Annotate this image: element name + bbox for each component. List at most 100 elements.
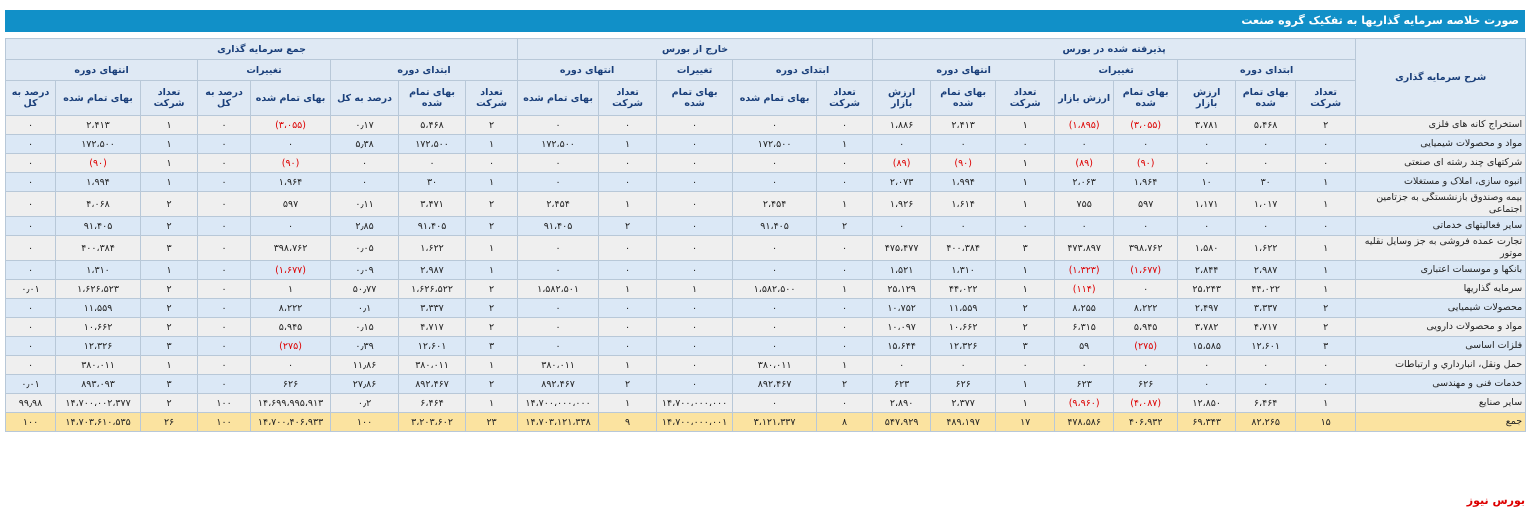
column-header: بهای تمام شده [1235,80,1297,116]
cell: ۰ [732,115,818,135]
cell: ۰ [4,153,57,173]
cell: ۱۰،۶۶۲ [55,317,142,337]
column-header: بهای تمام شده [250,80,332,116]
cell: ۱ [465,393,519,413]
cell: ۰ [732,153,818,173]
cell: ۱۷ [995,412,1056,432]
cell: ۱ [250,279,332,299]
cell: ۰ [816,153,874,173]
cell: ۳،۳۳۷ [1235,298,1297,318]
cell: ۲،۰۷۳ [872,172,932,192]
cell: ۱ [995,393,1056,413]
cell: ۵،۴۶۸ [1235,115,1297,135]
cell: ۱،۱۷۱ [1177,191,1237,217]
cell: ۳۸۰،۰۱۱ [55,355,142,375]
cell: ۰ [398,153,467,173]
cell: ۱ [995,260,1056,280]
cell: ۰ [1054,216,1115,236]
table-row: سرمایه گذاریها ۱ ۴۴،۰۲۲ ۲۵،۲۴۳ ۰ (۱۱۴) ۱ ۴۴،۰۲۲… [4,279,1527,299]
row-label: بانکها و موسسات اعتباری [1355,260,1527,280]
cell: ۲ [465,115,519,135]
cell: ۰ [4,191,57,217]
cell: ۱ [465,235,519,261]
cell: ۱۷۲،۵۰۰ [398,134,467,154]
cell: ۹۹٫۹۸ [4,393,57,413]
cell: ۴۷۵،۴۷۷ [872,235,932,261]
cell: ۱،۳۱۰ [55,260,142,280]
cell: ۳،۳۳۷ [398,298,467,318]
cell: ۲،۴۵۴ [517,191,600,217]
cell: ۱۴،۷۰۰،۰۰۰،۰۰۱ [656,412,734,432]
cell: ۳ [995,336,1056,356]
cell: ۱۴،۷۰۳،۶۱۰،۵۳۵ [55,412,142,432]
cell: ۳ [1295,336,1357,356]
subgroup-header: ابتدای دوره [1177,59,1357,81]
cell: ۱ [995,279,1056,299]
cell: ۶۲۶ [930,374,997,394]
cell: ۸،۲۵۵ [1054,298,1115,318]
cell: ۱،۹۶۴ [1113,172,1179,192]
cell: ۱۴،۶۹۹،۹۹۵،۹۱۳ [250,393,332,413]
cell: ۲ [465,279,519,299]
cell: ۱۲،۶۰۱ [398,336,467,356]
cell: ۱ [1295,260,1357,280]
cell: ۰ [872,355,932,375]
cell: ۰ [1113,279,1179,299]
cell: ۰ [197,336,252,356]
cell: ۰ [1054,355,1115,375]
cell: ۱ [465,260,519,280]
cell: ۲،۸۹۰ [872,393,932,413]
cell: ۴،۰۶۸ [55,191,142,217]
cell: ۲ [140,393,199,413]
cell: ۱،۶۲۶،۵۲۲ [398,279,467,299]
cell: ۵۹ [1054,336,1115,356]
cell: ۲ [1295,298,1357,318]
cell: ۶۲۳ [1054,374,1115,394]
column-header: تعداد شرکت [598,80,658,116]
cell: ۵۴۷،۹۲۹ [872,412,932,432]
cell: ۳،۲۰۳،۶۰۲ [398,412,467,432]
cell: ۰ [197,134,252,154]
cell: ۲ [465,317,519,337]
cell: ۰ [465,153,519,173]
table-row: استخراج کانه های فلزی ۲ ۵،۴۶۸ ۳،۷۸۱ (۳،۰۵۵)(… [4,115,1527,135]
title-bar: صورت خلاصه سرمایه گذاریها به تفکیک گروه … [5,10,1525,32]
cell: ۰ [197,235,252,261]
cell: ۱۱،۵۵۹ [55,298,142,318]
cell: ۰ [732,172,818,192]
cell: ۲ [1295,317,1357,337]
cell: (۸۹) [872,153,932,173]
cell: ۱،۸۸۶ [872,115,932,135]
cell: ۲۵،۱۲۹ [872,279,932,299]
row-label: حمل ونقل، انبارداري و ارتباطات [1355,355,1527,375]
cell: ۴۰۰،۳۸۴ [930,235,997,261]
cell: ۰ [732,235,818,261]
cell: ۰ [197,355,252,375]
row-label: سایر صنایع [1355,393,1527,413]
cell: ۰ [197,279,252,299]
cell: ۰ [1054,134,1115,154]
cell: ۴۰۶،۹۳۲ [1113,412,1179,432]
cell: ۶۹،۳۴۳ [1177,412,1237,432]
column-header: بهای تمام شده [732,80,818,116]
cell: ۲۵،۲۴۳ [1177,279,1237,299]
cell: ۲ [598,216,658,236]
cell: ۱۴،۷۰۳،۱۲۱،۳۳۸ [517,412,600,432]
subgroup-header: انتهای دوره [872,59,1056,81]
table-row: شرکتهای چند رشته ای صنعتی ۰ ۰ ۰ (۹۰) (۸۹) ۱ (۹۰… [4,153,1527,173]
cell: ۱ [1295,279,1357,299]
table-row: حمل ونقل، انبارداري و ارتباطات ۰ ۰ ۰ ۰ ۰ ۰ ۰ ۰ ۱ ۳… [4,355,1527,375]
row-label: خدمات فنی و مهندسی [1355,374,1527,394]
table-row: بیمه وصندوق بازنشستگی به جزتامین اجتماعی… [4,191,1527,217]
column-header: تعداد شرکت [995,80,1056,116]
cell: ۰ [517,260,600,280]
cell: ۵٫۳۸ [330,134,400,154]
cell: ۳،۱۲۱،۳۳۷ [732,412,818,432]
cell: ۰٫۳۹ [330,336,400,356]
cell: ۰ [197,216,252,236]
cell: ۰ [656,216,734,236]
cell: ۰ [872,216,932,236]
column-header: بهای تمام شده [398,80,467,116]
cell: ۱ [816,191,874,217]
cell: ۴۷۳،۸۹۷ [1054,235,1115,261]
